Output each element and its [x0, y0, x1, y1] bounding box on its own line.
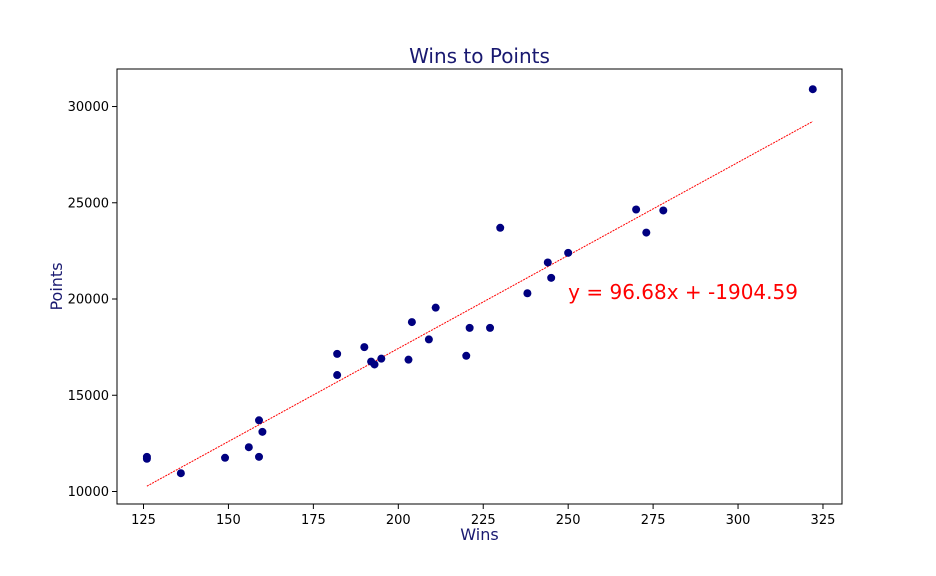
data-point [543, 258, 552, 267]
x-tick-label: 175 [301, 513, 326, 528]
y-axis-title: Points [47, 262, 66, 310]
data-point [244, 443, 253, 452]
plot-frame [116, 68, 843, 505]
data-point [176, 469, 185, 478]
data-point [333, 371, 342, 380]
data-point [486, 323, 495, 332]
data-point [255, 452, 264, 461]
data-point [255, 416, 264, 425]
data-point [377, 354, 386, 363]
x-tick-label: 300 [726, 513, 751, 528]
y-tick-label: 30000 [68, 100, 109, 115]
data-point [407, 318, 416, 327]
data-point [258, 427, 267, 436]
x-tick-label: 325 [811, 513, 836, 528]
data-point [462, 351, 471, 360]
data-point [659, 206, 668, 215]
data-point [404, 355, 413, 364]
data-point [431, 303, 440, 312]
y-tick-label: 10000 [68, 485, 109, 500]
x-tick-label: 125 [131, 513, 156, 528]
x-tick-label: 200 [386, 513, 411, 528]
y-tick-label: 15000 [68, 389, 109, 404]
x-tick-label: 225 [471, 513, 496, 528]
data-point [360, 343, 369, 352]
x-tick-label: 150 [216, 513, 241, 528]
plot-layer: 125 150 175 200 225 250 275 300 325 10000 15000 200… [68, 85, 836, 528]
y-tick-label: 20000 [68, 293, 109, 308]
data-point [632, 205, 641, 214]
data-point [333, 349, 342, 358]
data-point [221, 453, 230, 462]
data-point [142, 452, 151, 461]
data-point [370, 360, 379, 369]
regression-equation-label: y = 96.68x + -1904.59 [568, 280, 798, 304]
data-point [523, 289, 532, 298]
y-tick-label: 25000 [68, 196, 109, 211]
x-tick-label: 250 [556, 513, 581, 528]
x-tick-label: 275 [641, 513, 666, 528]
data-point [642, 228, 651, 237]
x-axis-title: Wins [460, 525, 498, 544]
data-point [564, 248, 573, 257]
data-point [808, 85, 817, 94]
chart-title: Wins to Points [409, 44, 550, 68]
data-point [424, 335, 433, 344]
data-point [465, 323, 474, 332]
regression-line [146, 120, 814, 487]
data-point [547, 273, 556, 282]
data-point [496, 223, 505, 232]
